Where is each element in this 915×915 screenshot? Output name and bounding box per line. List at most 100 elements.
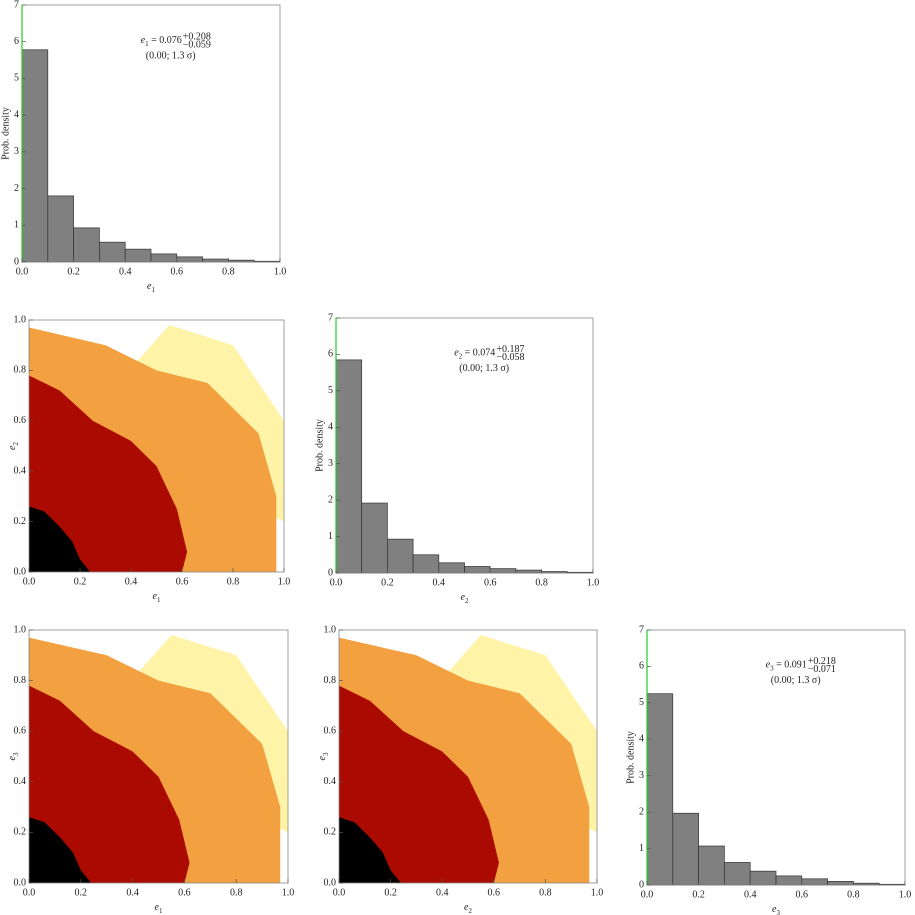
x-tick-label: 1.0	[278, 576, 291, 587]
x-tick-label: 1.0	[587, 577, 600, 588]
plot-frame	[338, 629, 598, 884]
estimate-note: (0.00; 1.3 σ)	[771, 675, 821, 686]
y-tick-label: 0.4	[14, 465, 27, 476]
axis-symbol: e	[7, 445, 18, 450]
bar	[47, 195, 74, 263]
bar	[489, 568, 517, 574]
y-tick-label: 6	[14, 36, 19, 47]
estimate-subscript: 3	[770, 664, 774, 672]
y-tick-label: 0	[14, 256, 19, 267]
estimate-note: (0.00; 1.3 σ)	[146, 50, 196, 61]
x-tick-label: 0.2	[67, 266, 80, 277]
bar	[464, 566, 491, 574]
x-tick-label: 0.6	[176, 576, 189, 587]
x-tick-label: 1.0	[274, 266, 287, 277]
axis-label: Prob. density	[0, 107, 11, 160]
x-tick-label: 0.8	[847, 889, 860, 900]
bar	[99, 241, 126, 263]
bar	[646, 693, 674, 886]
axis-subscript: 1	[151, 286, 155, 294]
y-tick-label: 0.0	[14, 566, 27, 577]
y-tick-label: 3	[14, 146, 19, 157]
estimate-subscript: 2	[459, 352, 463, 360]
axis-label: Prob. density	[625, 731, 636, 784]
y-tick-label: 0.2	[14, 827, 27, 838]
y-tick-label: 0	[639, 879, 644, 890]
axis-label: e3	[772, 904, 780, 915]
x-tick-label: 0.0	[23, 887, 36, 898]
axis-label: e3	[7, 752, 19, 760]
y-tick-label: 1.0	[14, 314, 27, 325]
y-tick-label: 1	[639, 843, 644, 854]
y-tick-label: 0.0	[14, 877, 27, 888]
y-tick-label: 6	[328, 349, 333, 360]
x-tick-label: 1.0	[591, 887, 604, 898]
bar	[361, 502, 388, 574]
axis-label: e2	[464, 902, 472, 914]
plot-frame	[28, 319, 285, 573]
y-tick-label: 5	[328, 385, 333, 396]
axis-label: Prob. density	[314, 419, 325, 472]
bar	[202, 258, 229, 263]
x-tick-label: 0.4	[126, 887, 139, 898]
axis-symbol: e	[7, 755, 18, 760]
estimate: e2 = 0.074	[454, 348, 495, 360]
estimate-value: = 0.091	[774, 660, 807, 671]
y-tick-label: 0.6	[14, 725, 27, 736]
estimate-upper: +0.187	[496, 344, 524, 355]
x-tick-label: 0.8	[227, 576, 240, 587]
y-tick-label: 0.8	[14, 675, 27, 686]
estimate-upper: +0.218	[808, 656, 836, 667]
density-black	[339, 817, 401, 883]
y-tick-label: 5	[14, 73, 19, 84]
axis-symbol: e	[317, 755, 328, 760]
axis-subscript: 2	[465, 597, 469, 605]
estimate-value: = 0.076	[149, 35, 182, 46]
estimate-symbol: e	[141, 35, 146, 46]
x-tick-label: 0.4	[433, 577, 446, 588]
y-tick-label: 7	[328, 312, 333, 323]
bar	[387, 538, 414, 574]
y-tick-label: 6	[639, 661, 644, 672]
bar	[73, 227, 100, 263]
estimate-upper: +0.208	[183, 31, 211, 42]
estimate-value: = 0.074	[462, 348, 495, 359]
y-tick-label: 2	[14, 183, 19, 194]
density-darkred	[339, 685, 499, 883]
bar	[515, 569, 542, 574]
y-tick-label: 1.0	[14, 624, 27, 635]
estimate-symbol: e	[454, 348, 459, 359]
y-tick-label: 4	[328, 422, 333, 433]
estimate: e1 = 0.076	[141, 35, 182, 47]
x-tick-label: 0.6	[484, 577, 497, 588]
density-darkred	[29, 375, 188, 572]
x-tick-label: 0.0	[23, 576, 36, 587]
x-tick-label: 0.2	[381, 577, 394, 588]
x-tick-label: 0.0	[16, 266, 29, 277]
x-tick-label: 1.0	[282, 887, 295, 898]
x-tick-label: 1.0	[899, 889, 912, 900]
x-tick-label: 0.6	[488, 887, 501, 898]
bar	[749, 870, 777, 886]
y-tick-label: 0.2	[14, 516, 27, 527]
x-tick-label: 0.6	[796, 889, 809, 900]
axis-label: e1	[147, 281, 155, 293]
y-tick-label: 3	[328, 458, 333, 469]
axis-label: e2	[7, 442, 19, 450]
axis-label: e1	[153, 591, 161, 603]
axis-subscript: 3	[322, 752, 330, 756]
bar	[124, 248, 152, 263]
y-tick-label: 0.0	[324, 877, 337, 888]
y-tick-label: 2	[639, 806, 644, 817]
y-tick-label: 0.6	[324, 725, 337, 736]
bar	[335, 359, 363, 574]
axis-subscript: 3	[12, 752, 20, 756]
y-tick-label: 0.4	[14, 776, 27, 787]
y-tick-label: 4	[14, 109, 19, 120]
y-tick-label: 7	[14, 0, 19, 10]
estimate-lower: −0.071	[808, 664, 836, 675]
y-tick-label: 0.8	[14, 365, 27, 376]
estimate-lower: −0.058	[496, 352, 524, 363]
bar	[801, 878, 828, 886]
